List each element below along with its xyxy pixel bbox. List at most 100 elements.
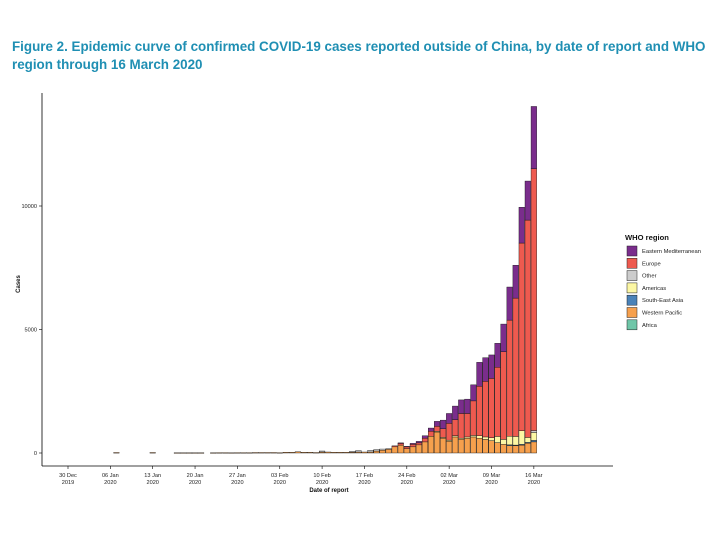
bar-segment-europe — [518, 242, 525, 431]
bar-segment-europe — [500, 351, 507, 440]
bar-segment-western-pacific — [294, 451, 301, 454]
bar-segment-western-pacific — [391, 446, 398, 454]
x-tick-label: 02 Mar — [440, 473, 458, 479]
bar-segment-eastern-mediterranean — [512, 265, 519, 299]
figure-title: Figure 2. Epidemic curve of confirmed CO… — [12, 39, 706, 72]
bar-segment-eastern-mediterranean — [494, 343, 501, 368]
bar-segment-western-pacific — [488, 440, 495, 454]
bar-segment-europe — [458, 413, 465, 439]
bar-segment-western-pacific — [421, 441, 428, 454]
bar-segment-eastern-mediterranean — [415, 441, 422, 444]
bar-segment-europe — [421, 437, 428, 443]
legend-label: South-East Asia — [642, 298, 684, 304]
bar-segment-western-pacific — [216, 452, 223, 454]
bar-segment-eastern-mediterranean — [530, 106, 537, 169]
x-tick-year-label: 2020 — [485, 480, 497, 486]
x-tick-year-label: 2020 — [358, 480, 370, 486]
x-axis-title: Date of report — [309, 488, 348, 494]
bar-segment-other — [530, 430, 537, 433]
x-tick-label: 10 Feb — [313, 473, 330, 479]
bar-segment-western-pacific — [313, 452, 320, 454]
bar-segment-western-pacific — [258, 452, 265, 454]
bar-segment-western-pacific — [185, 452, 192, 454]
bar-segment-western-pacific — [179, 452, 186, 454]
bar-segment-western-pacific — [458, 438, 465, 454]
bar-segment-europe — [524, 219, 531, 438]
x-tick-label: 24 Feb — [398, 473, 415, 479]
bar-segment-western-pacific — [518, 444, 525, 454]
bar-segment-other — [379, 448, 386, 451]
bar-segment-europe — [494, 367, 501, 437]
bar-segment-western-pacific — [234, 452, 241, 454]
bar-segment-eastern-mediterranean — [452, 405, 459, 420]
bar-segment-western-pacific — [373, 450, 380, 454]
x-tick-label: 09 Mar — [483, 473, 501, 479]
bar-segment-eastern-mediterranean — [518, 207, 525, 244]
bar-segment-western-pacific — [385, 449, 392, 454]
legend-label: Western Pacific — [642, 311, 682, 317]
bar-segment-western-pacific — [440, 437, 447, 454]
x-tick-year-label: 2020 — [189, 480, 201, 486]
y-tick-label: 0 — [34, 451, 37, 457]
bar-segment-western-pacific — [415, 444, 422, 454]
bar-segment-western-pacific — [210, 452, 217, 454]
bar-segment-europe — [415, 442, 422, 446]
bar-segment-eastern-mediterranean — [458, 399, 465, 414]
bar-segment-americas — [512, 436, 519, 446]
x-tick-year-label: 2020 — [104, 480, 116, 486]
bar-segment-western-pacific — [300, 452, 307, 454]
bar-segment-western-pacific — [470, 436, 477, 454]
bar-segment-europe — [476, 386, 483, 436]
bar-segment-western-pacific — [307, 452, 314, 454]
bar-segment-eastern-mediterranean — [421, 435, 428, 439]
bar-segment-americas — [500, 439, 507, 445]
x-tick-year-label: 2020 — [274, 480, 286, 486]
bar-segment-eastern-mediterranean — [409, 443, 416, 445]
x-tick-year-label: 2020 — [443, 480, 455, 486]
bar-segment-eastern-mediterranean — [500, 323, 507, 352]
x-tick-label: 13 Jan — [144, 473, 161, 479]
bar-segment-americas — [506, 436, 513, 446]
x-tick-label: 06 Jan — [102, 473, 119, 479]
legend-swatch — [626, 282, 638, 294]
bar-segment-eastern-mediterranean — [488, 354, 495, 379]
bar-segment-western-pacific — [446, 440, 453, 454]
bar-segment-western-pacific — [361, 451, 368, 454]
bar-segment-europe — [446, 423, 453, 441]
bar-segment-western-pacific — [113, 452, 120, 454]
bar-segment-western-pacific — [500, 444, 507, 454]
bar-segment-western-pacific — [331, 452, 338, 454]
bar-segment-western-pacific — [270, 452, 277, 454]
bar-segment-western-pacific — [476, 437, 483, 454]
bar-segment-other — [349, 451, 356, 453]
x-tick-year-label: 2020 — [528, 480, 540, 486]
x-tick-label: 03 Feb — [271, 473, 288, 479]
bar-segment-europe — [512, 297, 519, 437]
bar-segment-western-pacific — [512, 445, 519, 454]
bar-segment-western-pacific — [198, 452, 205, 454]
y-axis-ticks: 0 5000 10000 — [21, 204, 42, 457]
bar-segment-eastern-mediterranean — [434, 421, 441, 427]
y-tick-label: 10000 — [21, 204, 37, 210]
bar-segment-western-pacific — [276, 452, 283, 454]
bar-segment-americas — [518, 430, 525, 445]
bar-segment-western-pacific — [403, 448, 410, 454]
legend-swatch — [626, 307, 638, 318]
bar-segment-europe — [530, 168, 537, 431]
x-tick-label: 30 Dec — [59, 473, 77, 479]
bar-segment-eastern-mediterranean — [403, 446, 410, 448]
bar-segment-western-pacific — [524, 442, 531, 454]
x-tick-label: 16 Mar — [525, 473, 543, 479]
bar-segment-europe — [464, 413, 471, 438]
bar-segment-europe — [409, 444, 416, 448]
bar-segment-other — [319, 450, 326, 453]
bar-segment-eastern-mediterranean — [446, 413, 453, 424]
bar-segment-western-pacific — [325, 451, 332, 454]
bar-segment-western-pacific — [506, 445, 513, 454]
bar-segment-europe — [428, 431, 435, 437]
bar-segment-europe — [506, 319, 513, 437]
bar-segment-western-pacific — [264, 452, 271, 454]
bar-segment-eastern-mediterranean — [440, 419, 447, 429]
